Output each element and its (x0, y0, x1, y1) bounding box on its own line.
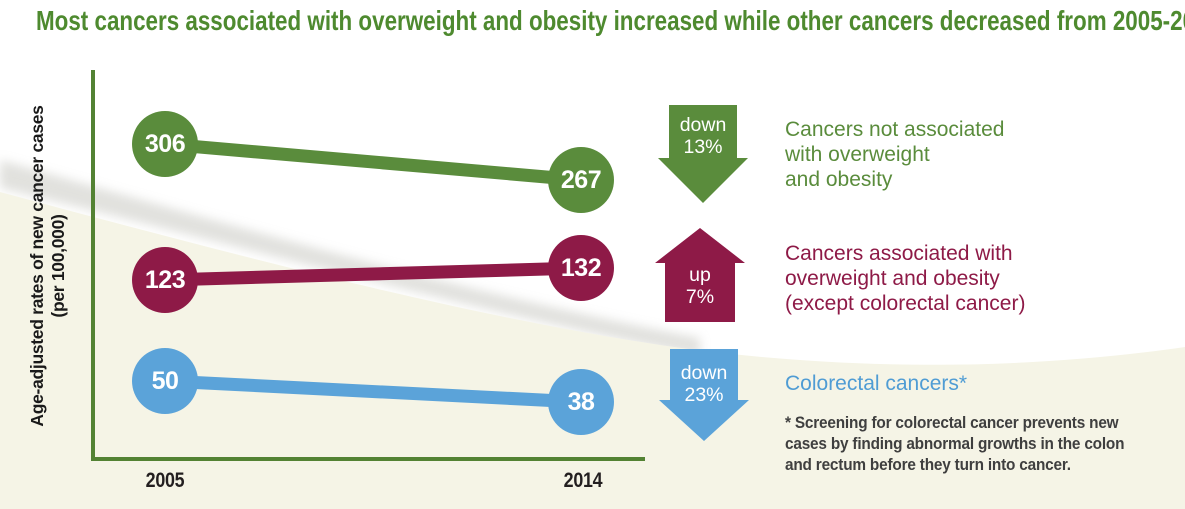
legend-blue: Colorectal cancers* (785, 371, 967, 396)
blue-arrow-percent: 23% (684, 384, 724, 406)
datapoint-blue-2005: 50 (132, 348, 198, 414)
legend-green-line1: Cancers not associated (785, 118, 1005, 141)
footnote-line1: * Screening for colorectal cancer preven… (785, 414, 1119, 432)
y-axis-label-line2: (per 100,000) (48, 214, 68, 318)
maroon-up-arrow-icon (655, 228, 745, 322)
green-arrow-percent: 13% (683, 136, 723, 158)
legend-maroon-line1: Cancers associated with (785, 242, 1013, 265)
swoosh-shadow (0, 160, 700, 356)
maroon-arrow-caption: up 7% (655, 264, 745, 308)
y-axis-label: Age-adjusted rates of new cancer cases (… (27, 86, 73, 446)
green-arrow-caption: down 13% (658, 114, 748, 158)
legend-green-line3: and obesity (785, 168, 893, 191)
legend-maroon-line3: (except colorectal cancer) (785, 292, 1026, 315)
y-axis-label-line1: Age-adjusted rates of new cancer cases (27, 105, 47, 427)
series-maroon-line (164, 261, 582, 287)
legend-blue-line1: Colorectal cancers* (785, 372, 968, 395)
datapoint-maroon-2014: 132 (548, 235, 614, 301)
footnote: * Screening for colorectal cancer preven… (785, 413, 1138, 476)
datapoint-green-2005: 306 (132, 111, 198, 177)
maroon-arrow-direction: up (689, 264, 711, 286)
maroon-arrow-percent: 7% (685, 286, 715, 308)
green-down-arrow-icon (658, 105, 748, 203)
legend-green: Cancers not associated with overweight a… (785, 117, 1004, 192)
chart-title: Most cancers associated with overweight … (36, 5, 1185, 36)
green-arrow-direction: down (679, 114, 727, 136)
blue-arrow-caption: down 23% (659, 362, 749, 406)
datapoint-blue-2014: 38 (548, 369, 614, 435)
datapoint-green-2014: 267 (548, 147, 614, 213)
legend-maroon-line2: overweight and obesity (785, 267, 1000, 290)
legend-maroon: Cancers associated with overweight and o… (785, 241, 1025, 316)
footnote-line2: cases by finding abnormal growths in the… (785, 435, 1125, 453)
blue-down-arrow-icon (659, 349, 749, 441)
x-tick-2014: 2014 (563, 469, 603, 492)
footnote-line3: and rectum before they turn into cancer. (785, 456, 1071, 474)
x-tick-2005: 2005 (145, 469, 185, 492)
series-green-line (164, 137, 582, 187)
series-blue-line (164, 374, 582, 409)
legend-green-line2: with overweight (785, 143, 930, 166)
datapoint-maroon-2005: 123 (132, 247, 198, 313)
blue-arrow-direction: down (680, 362, 728, 384)
